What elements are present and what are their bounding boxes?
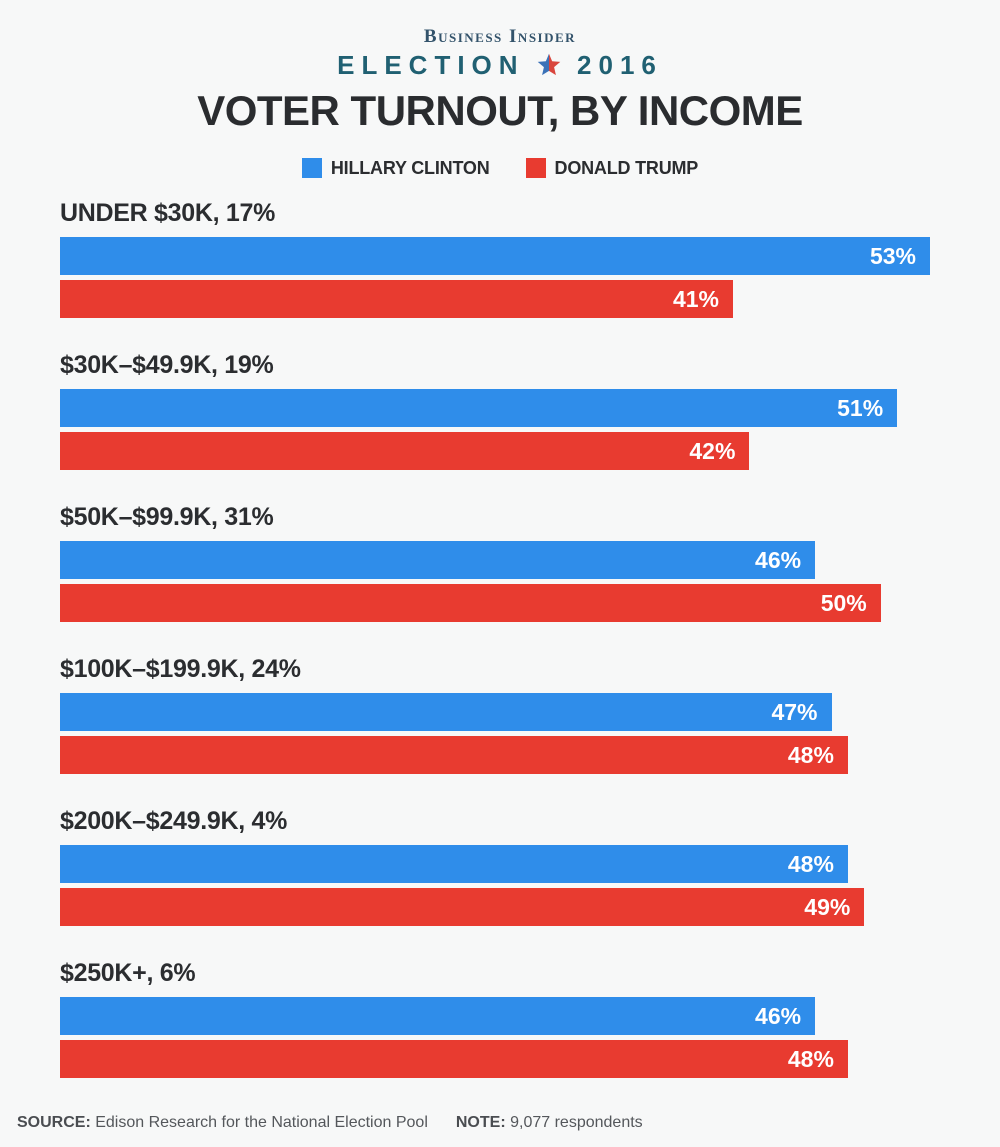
legend-item-trump: DONALD TRUMP <box>525 157 699 179</box>
income-group: $100K–$199.9K, 24% 47% 48% <box>60 655 1000 774</box>
trump-bar: 42% <box>60 432 750 470</box>
source-note: SOURCE: Edison Research for the National… <box>17 1113 428 1133</box>
legend-item-clinton: HILLARY CLINTON <box>301 157 490 179</box>
source-text: Edison Research for the National Electio… <box>95 1114 428 1131</box>
legend-label-clinton: HILLARY CLINTON <box>330 157 490 178</box>
trump-bar: 48% <box>60 736 848 774</box>
income-group: $50K–$99.9K, 31% 46% 50% <box>60 503 1000 622</box>
income-group-label: $250K+, 6% <box>60 959 196 987</box>
page-title: VOTER TURNOUT, BY INCOME <box>197 87 803 134</box>
trump-bar-value: 48% <box>787 741 834 768</box>
trump-bar-value: 41% <box>672 285 720 312</box>
trump-color-swatch <box>525 158 546 178</box>
chart-legend: HILLARY CLINTON DONALD TRUMP <box>0 158 1000 178</box>
election-2016-banner: ELECTION 2016 <box>0 50 1000 80</box>
clinton-bar: 47% <box>60 693 832 731</box>
clinton-bar: 51% <box>60 389 898 427</box>
election-year: 2016 <box>577 50 663 80</box>
clinton-bar: 46% <box>60 997 816 1035</box>
trump-bar-value: 50% <box>820 589 867 616</box>
footer: SOURCE: Edison Research for the National… <box>17 1113 643 1133</box>
clinton-bar-value: 46% <box>755 546 802 573</box>
clinton-bar: 46% <box>60 541 816 579</box>
trump-bar-value: 48% <box>787 1045 834 1072</box>
clinton-bar: 53% <box>60 237 930 275</box>
note-text: 9,077 respondents <box>510 1114 643 1131</box>
trump-bar-value: 49% <box>804 893 851 920</box>
election-word: ELECTION <box>337 50 525 80</box>
income-group-label: UNDER $30K, 17% <box>60 199 276 227</box>
legend-label-trump: DONALD TRUMP <box>554 157 699 178</box>
income-group-label: $200K–$249.9K, 4% <box>60 807 288 835</box>
clinton-bar-value: 48% <box>787 850 834 877</box>
source-label: SOURCE: <box>17 1114 91 1131</box>
income-group: $250K+, 6% 46% 48% <box>60 959 1000 1078</box>
income-group: $200K–$249.9K, 4% 48% 49% <box>60 807 1000 926</box>
trump-bar: 49% <box>60 888 865 926</box>
trump-bar: 50% <box>60 584 881 622</box>
income-group: $30K–$49.9K, 19% 51% 42% <box>60 351 1000 470</box>
trump-bar: 41% <box>60 280 734 318</box>
clinton-bar-value: 53% <box>869 242 916 269</box>
income-group: UNDER $30K, 17% 53% 41% <box>60 199 1000 318</box>
brand-logo: Business Insider <box>423 26 577 47</box>
clinton-bar-value: 51% <box>837 394 884 421</box>
note-label: NOTE: <box>455 1114 506 1131</box>
clinton-bar: 48% <box>60 845 848 883</box>
clinton-color-swatch <box>301 158 322 178</box>
trump-bar: 48% <box>60 1040 848 1078</box>
clinton-bar-value: 46% <box>755 1002 802 1029</box>
income-group-label: $100K–$199.9K, 24% <box>60 655 301 683</box>
respondents-note: NOTE: 9,077 respondents <box>456 1113 643 1133</box>
split-star-icon <box>536 52 562 78</box>
income-group-label: $50K–$99.9K, 31% <box>60 503 274 531</box>
income-group-label: $30K–$49.9K, 19% <box>60 351 274 379</box>
trump-bar-value: 42% <box>689 437 736 464</box>
bar-chart: UNDER $30K, 17% 53% 41% $30K–$49.9K, 19%… <box>0 199 1000 1078</box>
clinton-bar-value: 47% <box>771 698 818 725</box>
